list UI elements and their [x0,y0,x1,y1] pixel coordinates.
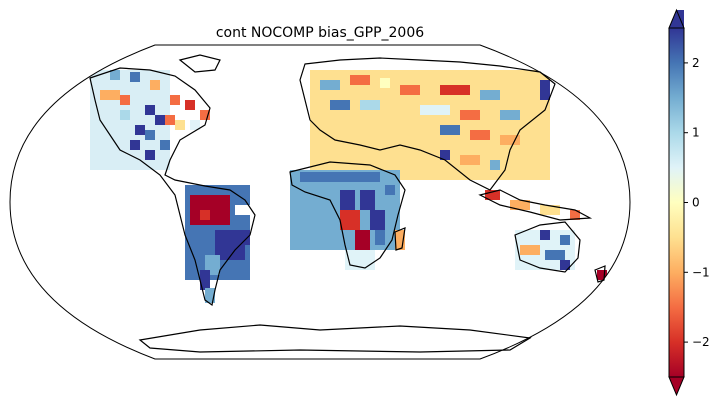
colorbar-gradient [668,27,685,378]
map-globe [9,44,631,360]
colorbar-tick-label: −2 [692,335,710,349]
colorbar-tick-label: 0 [692,196,700,210]
globe-outline [9,44,631,360]
colorbar-extend-bottom [668,376,685,397]
bias-grid [90,70,607,303]
colorbar-tick-label: −1 [692,265,710,279]
coastlines [89,54,606,353]
map-title: cont NOCOMP bias_GPP_2006 [216,25,424,41]
colorbar-tick-label: 1 [692,126,700,140]
colorbar-ticks: 2 1 0 −1 −2 [684,56,710,349]
colorbar-tick-label: 2 [692,56,700,70]
colorbar: 2 1 0 −1 −2 [668,8,710,397]
